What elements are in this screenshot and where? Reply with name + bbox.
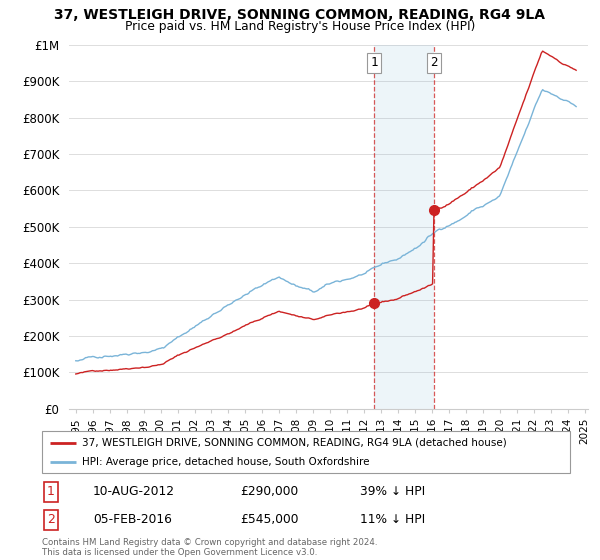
Text: Contains HM Land Registry data © Crown copyright and database right 2024.
This d: Contains HM Land Registry data © Crown c… — [42, 538, 377, 557]
Bar — [374, 45, 434, 409]
Text: HPI: Average price, detached house, South Oxfordshire: HPI: Average price, detached house, Sout… — [82, 457, 369, 467]
FancyBboxPatch shape — [42, 431, 570, 473]
Text: 1: 1 — [371, 57, 378, 69]
Text: 39% ↓ HPI: 39% ↓ HPI — [360, 485, 425, 498]
Text: 05-FEB-2016: 05-FEB-2016 — [93, 513, 172, 526]
Text: 37, WESTLEIGH DRIVE, SONNING COMMON, READING, RG4 9LA: 37, WESTLEIGH DRIVE, SONNING COMMON, REA… — [55, 8, 545, 22]
Text: 2: 2 — [430, 57, 437, 69]
Text: 11% ↓ HPI: 11% ↓ HPI — [360, 513, 425, 526]
Text: 37, WESTLEIGH DRIVE, SONNING COMMON, READING, RG4 9LA (detached house): 37, WESTLEIGH DRIVE, SONNING COMMON, REA… — [82, 437, 506, 447]
Text: £545,000: £545,000 — [240, 513, 299, 526]
Text: Price paid vs. HM Land Registry's House Price Index (HPI): Price paid vs. HM Land Registry's House … — [125, 20, 475, 32]
Text: 2: 2 — [47, 513, 55, 526]
Text: 10-AUG-2012: 10-AUG-2012 — [93, 485, 175, 498]
Text: 1: 1 — [47, 485, 55, 498]
Text: £290,000: £290,000 — [240, 485, 298, 498]
